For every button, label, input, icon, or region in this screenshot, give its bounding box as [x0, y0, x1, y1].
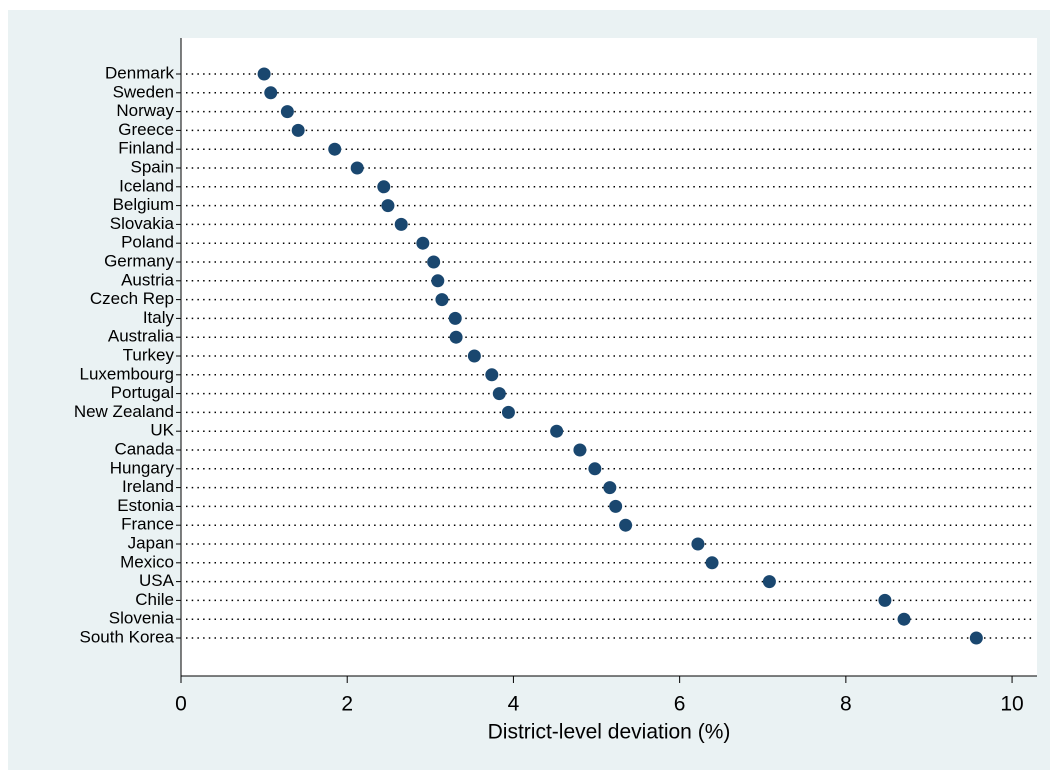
dot [394, 217, 408, 231]
y-category-label: Germany [104, 251, 174, 270]
x-tick-label: 2 [341, 693, 353, 716]
y-category-label: Estonia [117, 496, 174, 515]
y-category-label: Slovakia [110, 214, 175, 233]
dot [381, 199, 395, 213]
dot [328, 142, 342, 156]
dot [257, 67, 271, 81]
dot [291, 123, 305, 137]
y-category-label: Greece [118, 120, 174, 139]
x-tick-label: 4 [508, 693, 520, 716]
dot [377, 180, 391, 194]
y-category-label: Italy [143, 308, 175, 327]
x-tick-label: 8 [840, 693, 852, 716]
dot [705, 556, 719, 570]
dot [485, 368, 499, 382]
dot [573, 443, 587, 457]
dot [264, 86, 278, 100]
dot [762, 575, 776, 589]
dot [435, 293, 449, 307]
y-category-label: France [121, 515, 174, 534]
dot [603, 481, 617, 495]
y-category-label: Norway [116, 101, 174, 120]
y-category-label: Mexico [120, 552, 174, 571]
y-category-label: Belgium [113, 195, 174, 214]
y-category-label: Turkey [123, 345, 175, 364]
dot [691, 537, 705, 551]
dot [416, 236, 430, 250]
x-tick-label: 0 [175, 693, 187, 716]
plot-area [181, 38, 1037, 676]
y-category-label: USA [139, 571, 175, 590]
y-category-label: Czech Rep [90, 289, 174, 308]
y-category-label: Portugal [111, 383, 174, 402]
y-category-label: Poland [121, 233, 174, 252]
dot [969, 631, 983, 645]
dot [550, 424, 564, 438]
dot [431, 274, 445, 288]
dot [619, 518, 633, 532]
y-category-label: Australia [108, 327, 175, 346]
y-category-label: Hungary [110, 458, 175, 477]
y-category-label: Denmark [105, 63, 174, 82]
x-axis-title: District-level deviation (%) [488, 721, 731, 744]
y-category-label: Finland [118, 139, 174, 158]
y-category-label: Ireland [122, 477, 174, 496]
x-tick-label: 6 [674, 693, 686, 716]
dot [897, 612, 911, 626]
dot [609, 499, 623, 513]
y-category-label: Austria [121, 270, 174, 289]
x-tick-label: 10 [1000, 693, 1023, 716]
y-category-label: New Zealand [74, 402, 174, 421]
y-category-label: Chile [135, 590, 174, 609]
y-category-label: South Korea [79, 627, 174, 646]
dot [588, 462, 602, 476]
dot [492, 387, 506, 401]
dot [280, 105, 294, 119]
y-category-label: UK [150, 421, 174, 440]
dot [427, 255, 441, 269]
dot [350, 161, 364, 175]
y-category-label: Iceland [119, 176, 174, 195]
dot [448, 311, 462, 325]
y-category-label: Sweden [113, 82, 174, 101]
dot [878, 593, 892, 607]
y-category-label: Luxembourg [79, 364, 174, 383]
y-category-label: Spain [131, 157, 174, 176]
dot [449, 330, 463, 344]
y-category-label: Slovenia [109, 609, 175, 628]
dot [467, 349, 481, 363]
y-category-label: Canada [114, 439, 174, 458]
dot [501, 405, 515, 419]
y-category-label: Japan [128, 533, 174, 552]
